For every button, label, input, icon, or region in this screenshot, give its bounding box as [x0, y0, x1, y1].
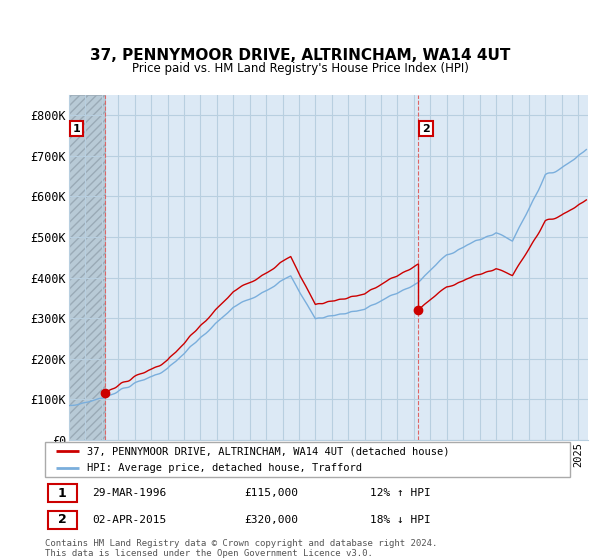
Text: £115,000: £115,000: [245, 488, 299, 498]
Text: 12% ↑ HPI: 12% ↑ HPI: [371, 488, 431, 498]
Text: £320,000: £320,000: [245, 515, 299, 525]
FancyBboxPatch shape: [47, 511, 77, 529]
Text: 1: 1: [72, 124, 80, 134]
Text: 37, PENNYMOOR DRIVE, ALTRINCHAM, WA14 4UT: 37, PENNYMOOR DRIVE, ALTRINCHAM, WA14 4U…: [90, 49, 510, 63]
Bar: [69, 95, 105, 440]
FancyBboxPatch shape: [47, 484, 77, 502]
FancyBboxPatch shape: [45, 442, 570, 477]
Text: Contains HM Land Registry data © Crown copyright and database right 2024.
This d: Contains HM Land Registry data © Crown c…: [45, 539, 437, 558]
Text: 29-MAR-1996: 29-MAR-1996: [92, 488, 167, 498]
Text: 37, PENNYMOOR DRIVE, ALTRINCHAM, WA14 4UT (detached house): 37, PENNYMOOR DRIVE, ALTRINCHAM, WA14 4U…: [87, 446, 449, 456]
Text: 2: 2: [58, 514, 67, 526]
Text: 18% ↓ HPI: 18% ↓ HPI: [371, 515, 431, 525]
Text: Price paid vs. HM Land Registry's House Price Index (HPI): Price paid vs. HM Land Registry's House …: [131, 62, 469, 75]
Text: 2: 2: [422, 124, 430, 134]
Bar: [69, 95, 105, 440]
Text: 02-APR-2015: 02-APR-2015: [92, 515, 167, 525]
Text: HPI: Average price, detached house, Trafford: HPI: Average price, detached house, Traf…: [87, 463, 362, 473]
Text: 1: 1: [58, 487, 67, 500]
